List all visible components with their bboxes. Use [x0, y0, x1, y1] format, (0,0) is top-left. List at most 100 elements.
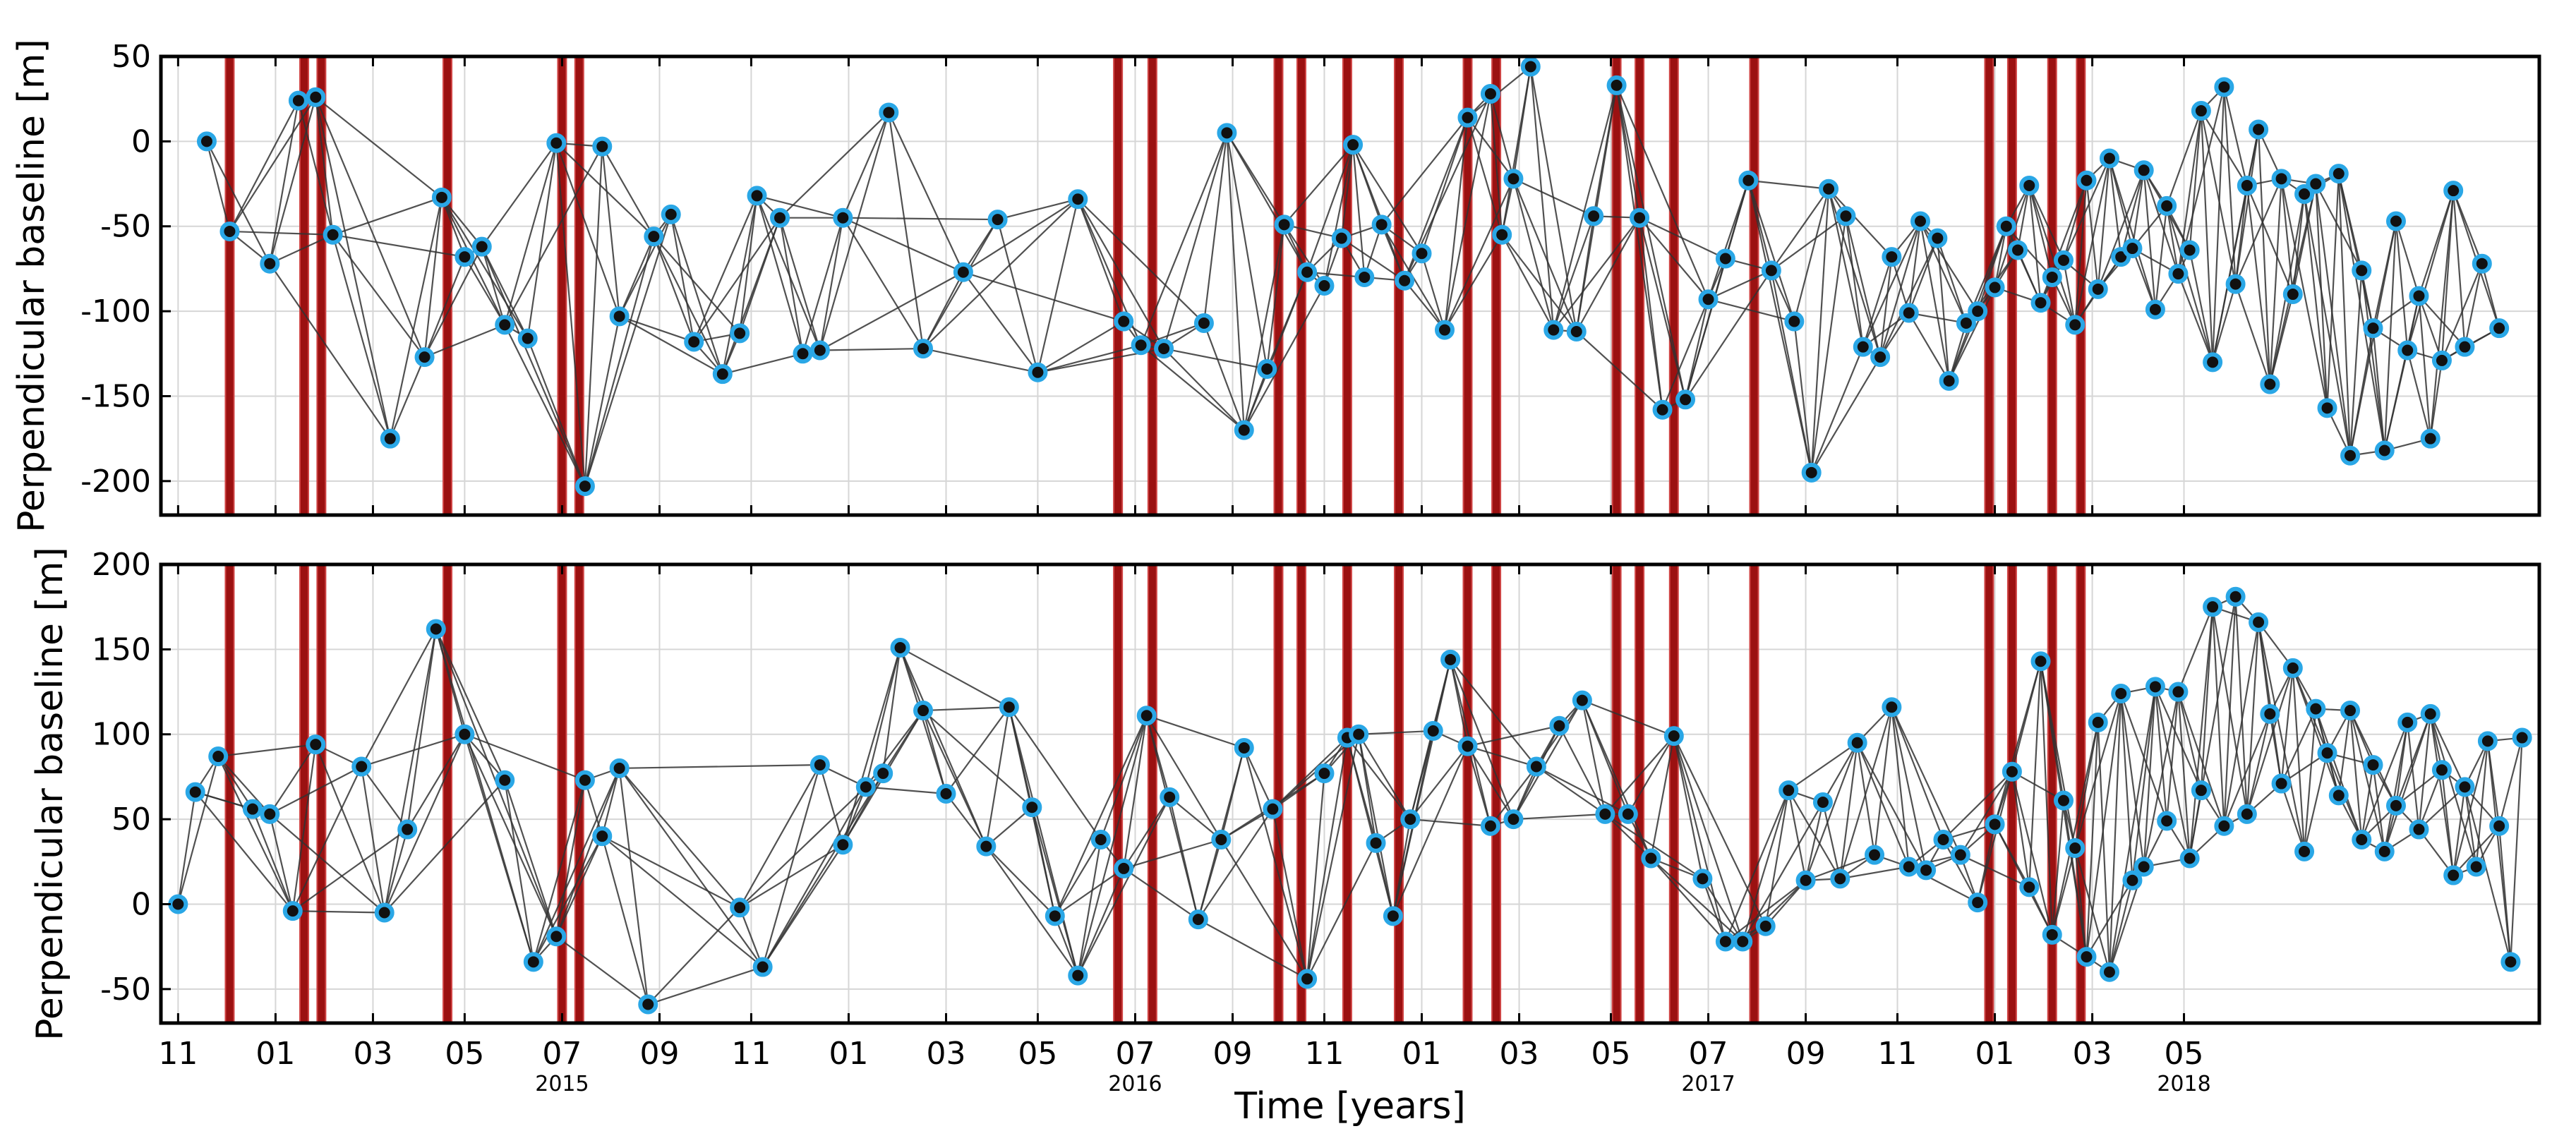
network-edge: [504, 143, 558, 325]
network-edge: [2234, 284, 2271, 385]
network-edge: [2166, 205, 2179, 274]
acquisition-point: [2409, 286, 2429, 306]
network-edge: [819, 217, 844, 351]
network-edge: [1604, 814, 1652, 859]
network-edge: [1512, 66, 1531, 179]
network-edge: [842, 112, 890, 219]
network-edge: [2383, 713, 2431, 852]
y-tick-label: 100: [92, 717, 151, 753]
network-edge: [1650, 857, 1743, 943]
acquisition-point: [2088, 279, 2108, 299]
acquisition-point: [661, 204, 681, 224]
acquisition-point: [1933, 830, 1954, 849]
network-edge: [504, 780, 534, 962]
network-edge: [315, 96, 443, 198]
network-edge: [1724, 180, 1750, 259]
acquisition-point: [2168, 682, 2189, 702]
x-tick-label: 01: [255, 1036, 295, 1072]
network-edge: [269, 97, 317, 264]
network-edge: [693, 217, 781, 343]
acquisition-point: [2157, 195, 2177, 216]
network-edge: [1793, 321, 1812, 473]
acquisition-point: [2443, 865, 2464, 885]
x-tick-label: 11: [731, 1036, 771, 1072]
network-edge: [601, 835, 740, 909]
network-edge: [2108, 693, 2122, 972]
network-edge: [2212, 607, 2225, 826]
network-edge: [2418, 713, 2431, 830]
network-edge: [555, 768, 620, 937]
network-edge: [1169, 797, 1199, 920]
network-edge: [900, 646, 1010, 708]
acquisition-point: [1882, 697, 1902, 718]
network-edge: [757, 195, 843, 219]
top-x-tickmarks: [176, 56, 2186, 515]
network-edge: [1226, 133, 1245, 430]
network-edge: [1352, 144, 1423, 254]
network-edge: [2407, 350, 2431, 439]
acquisition-point: [2203, 352, 2223, 373]
network-edge: [2303, 708, 2317, 852]
acquisition-point: [2237, 175, 2257, 195]
network-edge: [2464, 787, 2477, 867]
network-edge: [269, 744, 317, 815]
network-edge: [2429, 713, 2455, 876]
network-edge: [1937, 238, 1967, 324]
network-edge: [2166, 691, 2179, 821]
acquisition-point: [2179, 848, 2200, 869]
acquisition-point: [471, 236, 492, 257]
network-edge: [899, 647, 947, 794]
event-bar: [224, 56, 235, 516]
network-edge: [1553, 85, 1618, 330]
acquisition-point: [730, 897, 750, 918]
acquisition-point: [1870, 347, 1891, 368]
network-edge: [2440, 190, 2455, 361]
network-edge: [2498, 826, 2512, 962]
network-edge: [383, 734, 466, 913]
acquisition-point: [2340, 701, 2361, 721]
network-edge: [2074, 722, 2099, 849]
acquisition-point: [185, 782, 205, 802]
acquisition-point: [2363, 318, 2383, 339]
acquisition-point: [1160, 787, 1180, 807]
network-edge: [205, 140, 271, 265]
network-edge: [1891, 706, 1944, 840]
acquisition-point: [2282, 284, 2303, 305]
network-edge: [739, 907, 764, 967]
network-edge: [1266, 272, 1308, 370]
network-edge: [1582, 699, 1675, 737]
network-edge: [2028, 185, 2042, 303]
x-tick-label: 11: [158, 1036, 198, 1072]
acquisition-point: [2065, 315, 2086, 335]
network-edge: [1770, 270, 1812, 473]
acquisition-point: [2489, 318, 2510, 339]
network-edge: [229, 97, 317, 232]
network-edge: [1805, 742, 1858, 881]
network-edge: [2452, 825, 2500, 876]
network-edge: [1306, 144, 1354, 273]
acquisition-point: [1412, 243, 1432, 264]
acquisition-point: [1343, 135, 1364, 155]
network-edge: [619, 315, 694, 343]
network-edge: [555, 936, 649, 1005]
network-edge: [2292, 667, 2340, 796]
event-bar: [1462, 564, 1473, 1024]
network-edge: [1306, 842, 1377, 979]
network-edge: [555, 835, 603, 937]
network-edge: [1650, 857, 1726, 943]
acquisition-point: [1830, 869, 1850, 889]
network-edge: [1489, 93, 1503, 235]
network-edge: [2143, 687, 2157, 867]
network-edge: [361, 628, 437, 768]
network-edge: [2040, 661, 2076, 849]
network-edge: [1489, 93, 1515, 179]
acquisition-point: [380, 428, 400, 449]
event-bar: [1749, 564, 1759, 1024]
network-edge: [2131, 248, 2156, 310]
network-edge: [2395, 221, 2420, 296]
network-edge: [1404, 280, 1445, 331]
x-tick-label: 05: [2165, 1036, 2204, 1072]
acquisition-point: [1566, 322, 1587, 341]
bottom-axes-frame: [159, 562, 2541, 1025]
network-edge: [1764, 790, 1790, 926]
